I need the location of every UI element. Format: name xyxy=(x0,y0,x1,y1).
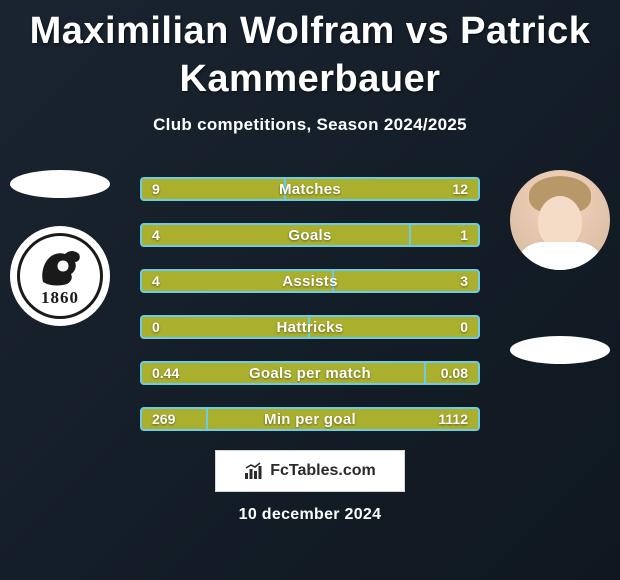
stat-left-segment xyxy=(142,271,334,291)
page-title: Maximilian Wolfram vs Patrick Kammerbaue… xyxy=(0,0,620,103)
player-face xyxy=(538,196,582,248)
stat-right-segment xyxy=(426,363,478,383)
lion-icon xyxy=(35,244,85,286)
date-row: 10 december 2024 xyxy=(0,506,620,524)
left-flag-ellipse xyxy=(10,170,110,198)
stat-left-segment xyxy=(142,409,208,429)
stat-row: Goals41 xyxy=(140,223,480,247)
right-flag-ellipse xyxy=(510,336,610,364)
stat-right-segment xyxy=(208,409,478,429)
stat-left-segment xyxy=(142,225,411,245)
left-player-column: 1860 xyxy=(0,170,120,326)
stat-right-segment xyxy=(411,225,478,245)
stat-row: Min per goal2691112 xyxy=(140,407,480,431)
stat-row: Matches912 xyxy=(140,177,480,201)
stat-row: Hattricks00 xyxy=(140,315,480,339)
player-shirt xyxy=(515,242,605,270)
stat-row: Assists43 xyxy=(140,269,480,293)
stat-right-segment xyxy=(286,179,478,199)
stat-left-segment xyxy=(142,317,310,337)
emblem-year-text: 1860 xyxy=(41,288,79,308)
stat-right-segment xyxy=(334,271,478,291)
stat-row: Goals per match0.440.08 xyxy=(140,361,480,385)
subtitle: Club competitions, Season 2024/2025 xyxy=(0,115,620,135)
stat-left-segment xyxy=(142,363,426,383)
stat-right-segment xyxy=(310,317,478,337)
stat-left-segment xyxy=(142,179,286,199)
subtitle-text: Club competitions, Season 2024/2025 xyxy=(153,115,467,134)
left-club-emblem: 1860 xyxy=(10,226,110,326)
right-player-photo xyxy=(510,170,610,270)
date-text: 10 december 2024 xyxy=(239,506,382,523)
emblem-1860: 1860 xyxy=(17,233,103,319)
chart-icon xyxy=(244,462,264,480)
right-player-column xyxy=(500,170,620,364)
stats-bar-chart: Matches912 Goals41 Assists43 Hattricks00 Goa… xyxy=(140,177,480,453)
watermark-text: FcTables.com xyxy=(270,462,376,480)
watermark-badge: FcTables.com xyxy=(215,450,405,492)
title-text: Maximilian Wolfram vs Patrick Kammerbaue… xyxy=(30,10,591,100)
